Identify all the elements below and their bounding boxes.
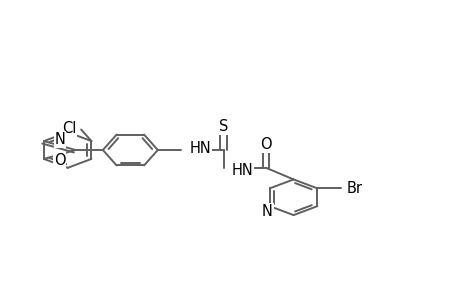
Text: O: O	[260, 137, 271, 152]
Text: HN: HN	[189, 141, 211, 156]
Text: N: N	[54, 132, 65, 147]
Text: S: S	[218, 119, 228, 134]
Text: N: N	[262, 204, 272, 219]
Text: Cl: Cl	[62, 121, 76, 136]
Text: HN: HN	[231, 163, 253, 178]
Text: O: O	[54, 153, 65, 168]
Text: Br: Br	[346, 181, 362, 196]
